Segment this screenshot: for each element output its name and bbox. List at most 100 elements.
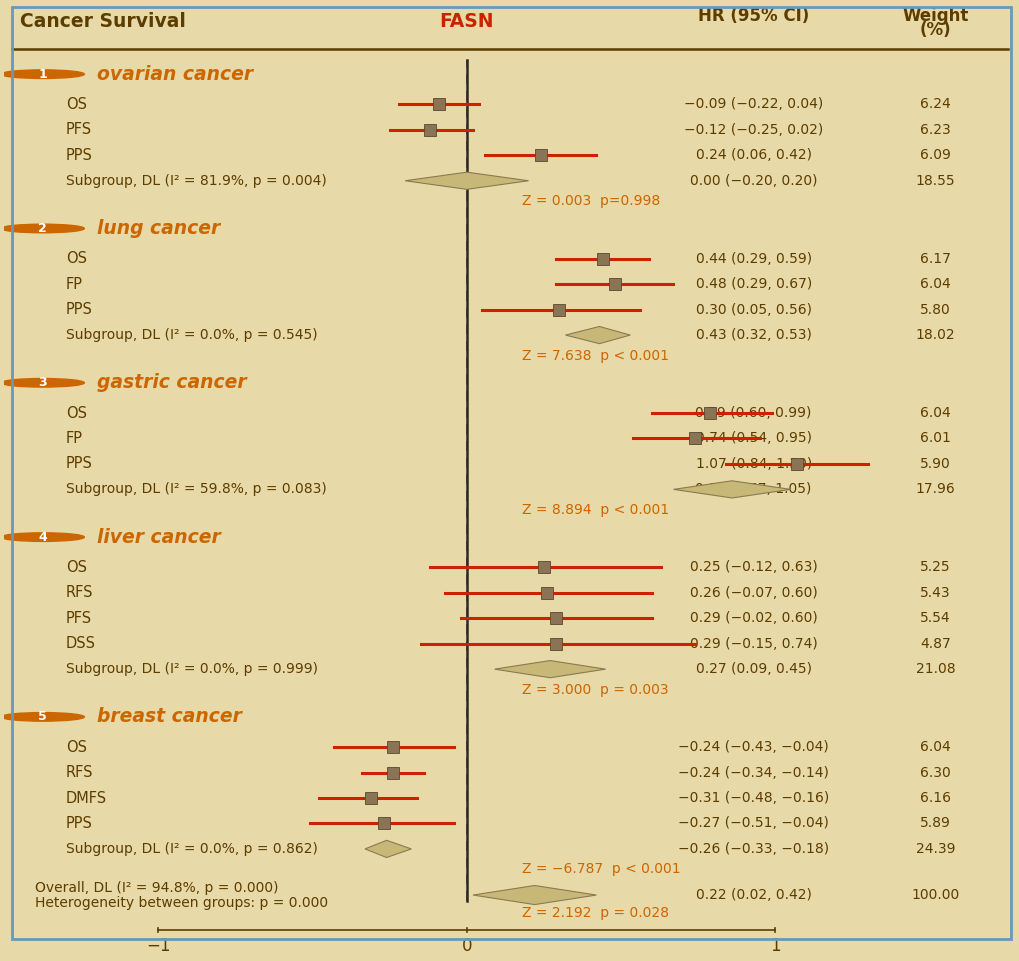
Text: 0.30 (0.05, 0.56): 0.30 (0.05, 0.56) (695, 303, 811, 316)
Text: 6.04: 6.04 (919, 277, 950, 291)
Text: 0.29 (−0.02, 0.60): 0.29 (−0.02, 0.60) (689, 611, 817, 626)
Text: −0.12 (−0.25, 0.02): −0.12 (−0.25, 0.02) (684, 123, 822, 136)
Text: 2: 2 (39, 222, 47, 235)
Text: 6.04: 6.04 (919, 740, 950, 754)
Text: PFS: PFS (66, 611, 92, 626)
Text: 0.48 (0.29, 0.67): 0.48 (0.29, 0.67) (695, 277, 811, 291)
Text: Subgroup, DL (I² = 0.0%, p = 0.999): Subgroup, DL (I² = 0.0%, p = 0.999) (66, 662, 318, 677)
Text: ovarian cancer: ovarian cancer (97, 64, 253, 84)
Text: Subgroup, DL (I² = 59.8%, p = 0.083): Subgroup, DL (I² = 59.8%, p = 0.083) (66, 482, 326, 497)
Text: Z = 7.638  p < 0.001: Z = 7.638 p < 0.001 (522, 349, 668, 362)
Text: 100.00: 100.00 (911, 888, 959, 902)
Text: −0.09 (−0.22, 0.04): −0.09 (−0.22, 0.04) (684, 97, 822, 111)
Text: OS: OS (66, 251, 87, 266)
Text: OS: OS (66, 406, 87, 421)
Circle shape (1, 532, 85, 541)
Polygon shape (473, 885, 596, 904)
Text: Z = −6.787  p < 0.001: Z = −6.787 p < 0.001 (522, 862, 681, 876)
Text: 0.74 (0.54, 0.95): 0.74 (0.54, 0.95) (695, 431, 811, 446)
Text: 0.43 (0.32, 0.53): 0.43 (0.32, 0.53) (695, 328, 811, 342)
Text: 0.29 (−0.15, 0.74): 0.29 (−0.15, 0.74) (689, 637, 817, 651)
Text: 6.01: 6.01 (919, 431, 950, 446)
Text: gastric cancer: gastric cancer (97, 373, 246, 392)
Text: PPS: PPS (66, 456, 93, 472)
Text: RFS: RFS (66, 585, 94, 601)
Text: PPS: PPS (66, 302, 93, 317)
Text: 24.39: 24.39 (915, 842, 955, 856)
Text: 6.17: 6.17 (919, 252, 950, 265)
Text: −0.24 (−0.34, −0.14): −0.24 (−0.34, −0.14) (678, 766, 828, 779)
Text: 4.87: 4.87 (919, 637, 950, 651)
Text: DMFS: DMFS (66, 791, 107, 805)
Text: Heterogeneity between groups: p = 0.000: Heterogeneity between groups: p = 0.000 (35, 896, 328, 910)
Text: 5.80: 5.80 (919, 303, 950, 316)
Text: 0.00 (−0.20, 0.20): 0.00 (−0.20, 0.20) (689, 174, 816, 187)
Polygon shape (565, 327, 630, 344)
Text: PFS: PFS (66, 122, 92, 137)
Text: 0.79 (0.60, 0.99): 0.79 (0.60, 0.99) (695, 406, 811, 420)
Text: PPS: PPS (66, 148, 93, 162)
Text: 6.04: 6.04 (919, 406, 950, 420)
Text: OS: OS (66, 740, 87, 754)
Text: FASN: FASN (439, 12, 493, 31)
Text: 0.27 (0.09, 0.45): 0.27 (0.09, 0.45) (695, 662, 811, 677)
Text: 1: 1 (39, 67, 47, 81)
Text: 17.96: 17.96 (915, 482, 955, 497)
Polygon shape (365, 840, 411, 857)
Text: RFS: RFS (66, 765, 94, 780)
Text: PPS: PPS (66, 816, 93, 831)
Text: 5.25: 5.25 (919, 560, 950, 575)
Text: 6.09: 6.09 (919, 148, 950, 162)
Text: Weight: Weight (902, 8, 968, 25)
Text: 0.25 (−0.12, 0.63): 0.25 (−0.12, 0.63) (689, 560, 817, 575)
Text: DSS: DSS (66, 636, 96, 652)
Text: 6.16: 6.16 (919, 791, 950, 805)
Text: 0: 0 (462, 937, 472, 955)
Text: FP: FP (66, 431, 83, 446)
Text: 0.86 (0.67, 1.05): 0.86 (0.67, 1.05) (695, 482, 811, 497)
Text: (%): (%) (919, 21, 951, 39)
Text: 0.26 (−0.07, 0.60): 0.26 (−0.07, 0.60) (689, 586, 817, 600)
Text: 6.30: 6.30 (919, 766, 950, 779)
Text: 18.02: 18.02 (915, 328, 955, 342)
Text: 5.43: 5.43 (919, 586, 950, 600)
Text: −0.31 (−0.48, −0.16): −0.31 (−0.48, −0.16) (678, 791, 828, 805)
Text: 18.55: 18.55 (915, 174, 955, 187)
Text: OS: OS (66, 560, 87, 575)
Text: 0.22 (0.02, 0.42): 0.22 (0.02, 0.42) (695, 888, 811, 902)
Text: −0.27 (−0.51, −0.04): −0.27 (−0.51, −0.04) (678, 817, 828, 830)
Text: HR (95% CI): HR (95% CI) (697, 8, 808, 25)
Text: −1: −1 (146, 937, 170, 955)
Text: 6.23: 6.23 (919, 123, 950, 136)
Text: 5.89: 5.89 (919, 817, 950, 830)
Text: −0.26 (−0.33, −0.18): −0.26 (−0.33, −0.18) (678, 842, 828, 856)
Text: 0.44 (0.29, 0.59): 0.44 (0.29, 0.59) (695, 252, 811, 265)
Text: Overall, DL (I² = 94.8%, p = 0.000): Overall, DL (I² = 94.8%, p = 0.000) (35, 881, 278, 895)
Text: 3: 3 (39, 377, 47, 389)
Text: 1: 1 (769, 937, 780, 955)
Text: 0.24 (0.06, 0.42): 0.24 (0.06, 0.42) (695, 148, 811, 162)
Circle shape (1, 224, 85, 233)
Text: breast cancer: breast cancer (97, 707, 242, 727)
Text: 1.07 (0.84, 1.30): 1.07 (0.84, 1.30) (695, 456, 811, 471)
Circle shape (1, 379, 85, 387)
Text: 6.24: 6.24 (919, 97, 950, 111)
Text: FP: FP (66, 277, 83, 291)
Circle shape (1, 70, 85, 79)
Text: Z = 8.894  p < 0.001: Z = 8.894 p < 0.001 (522, 503, 668, 517)
Text: Z = 2.192  p = 0.028: Z = 2.192 p = 0.028 (522, 905, 668, 920)
Text: Z = 3.000  p = 0.003: Z = 3.000 p = 0.003 (522, 682, 668, 697)
Text: −0.24 (−0.43, −0.04): −0.24 (−0.43, −0.04) (678, 740, 828, 754)
Circle shape (1, 712, 85, 721)
Text: Subgroup, DL (I² = 0.0%, p = 0.545): Subgroup, DL (I² = 0.0%, p = 0.545) (66, 328, 317, 342)
Text: liver cancer: liver cancer (97, 528, 220, 547)
Text: 5.54: 5.54 (919, 611, 950, 626)
Text: Cancer Survival: Cancer Survival (19, 12, 185, 31)
Text: 4: 4 (39, 530, 47, 544)
Text: lung cancer: lung cancer (97, 219, 220, 238)
Text: Subgroup, DL (I² = 81.9%, p = 0.004): Subgroup, DL (I² = 81.9%, p = 0.004) (66, 174, 326, 187)
Polygon shape (494, 660, 605, 678)
Polygon shape (673, 480, 790, 498)
Text: Z = 0.003  p=0.998: Z = 0.003 p=0.998 (522, 194, 660, 209)
Text: 5: 5 (39, 710, 47, 724)
